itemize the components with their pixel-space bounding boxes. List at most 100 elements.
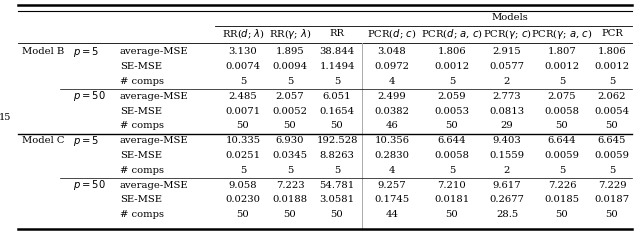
- Text: 3.048: 3.048: [378, 48, 406, 56]
- Text: 3.0581: 3.0581: [319, 195, 355, 205]
- Text: 28.5: 28.5: [496, 210, 518, 219]
- Text: 0.0012: 0.0012: [595, 62, 630, 71]
- Text: 0.0972: 0.0972: [374, 62, 410, 71]
- Text: 5: 5: [559, 166, 565, 175]
- Text: Model B: Model B: [22, 48, 64, 56]
- Text: 0.0012: 0.0012: [545, 62, 580, 71]
- Text: SE-MSE: SE-MSE: [120, 62, 162, 71]
- Text: 0.0181: 0.0181: [435, 195, 470, 205]
- Text: 50: 50: [556, 210, 568, 219]
- Text: 5: 5: [240, 77, 246, 86]
- Text: $p = 5$: $p = 5$: [73, 45, 99, 59]
- Text: 1.895: 1.895: [276, 48, 305, 56]
- Text: 8.8263: 8.8263: [319, 151, 355, 160]
- Text: 0.0058: 0.0058: [435, 151, 470, 160]
- Text: RR: RR: [330, 29, 344, 39]
- Text: 2.059: 2.059: [438, 92, 467, 101]
- Text: 5: 5: [334, 166, 340, 175]
- Text: 6.051: 6.051: [323, 92, 351, 101]
- Text: 5: 5: [334, 77, 340, 86]
- Text: 46: 46: [386, 121, 398, 131]
- Text: 0.0058: 0.0058: [545, 107, 579, 116]
- Text: average-MSE: average-MSE: [120, 48, 189, 56]
- Text: 50: 50: [284, 121, 296, 131]
- Text: 0.0230: 0.0230: [225, 195, 260, 205]
- Text: 4: 4: [388, 77, 396, 86]
- Text: 29: 29: [500, 121, 513, 131]
- Text: 0.1559: 0.1559: [490, 151, 525, 160]
- Text: 7.210: 7.210: [438, 181, 467, 190]
- Text: 1.807: 1.807: [548, 48, 577, 56]
- Text: PCR($d$; $c$): PCR($d$; $c$): [367, 27, 417, 40]
- Text: 6.645: 6.645: [598, 136, 627, 145]
- Text: average-MSE: average-MSE: [120, 136, 189, 145]
- Text: PCR: PCR: [601, 29, 623, 39]
- Text: 7.226: 7.226: [548, 181, 576, 190]
- Text: 50: 50: [556, 121, 568, 131]
- Text: 6.644: 6.644: [548, 136, 576, 145]
- Text: SE-MSE: SE-MSE: [120, 195, 162, 205]
- Text: 0.0074: 0.0074: [225, 62, 260, 71]
- Text: $p = 50$: $p = 50$: [73, 89, 106, 103]
- Text: 7.229: 7.229: [598, 181, 627, 190]
- Text: 5: 5: [609, 166, 615, 175]
- Text: $p = 50$: $p = 50$: [73, 178, 106, 192]
- Text: 9.403: 9.403: [493, 136, 522, 145]
- Text: # comps: # comps: [120, 77, 164, 86]
- Text: 0.2677: 0.2677: [490, 195, 524, 205]
- Text: 0.1745: 0.1745: [374, 195, 410, 205]
- Text: $p = 5$: $p = 5$: [73, 134, 99, 148]
- Text: 5: 5: [449, 166, 455, 175]
- Text: 2: 2: [504, 77, 510, 86]
- Text: 50: 50: [605, 121, 618, 131]
- Text: average-MSE: average-MSE: [120, 181, 189, 190]
- Text: 50: 50: [237, 121, 250, 131]
- Text: 0.0577: 0.0577: [490, 62, 525, 71]
- Text: 10.356: 10.356: [374, 136, 410, 145]
- Text: 50: 50: [445, 210, 458, 219]
- Text: 10.335: 10.335: [225, 136, 260, 145]
- Text: 0.0345: 0.0345: [273, 151, 308, 160]
- Text: 0.0094: 0.0094: [273, 62, 308, 71]
- Text: 1.1494: 1.1494: [319, 62, 355, 71]
- Text: 1.806: 1.806: [598, 48, 627, 56]
- Text: 38.844: 38.844: [319, 48, 355, 56]
- Text: 0.0052: 0.0052: [273, 107, 307, 116]
- Text: 0.0187: 0.0187: [595, 195, 630, 205]
- Text: 6.644: 6.644: [438, 136, 467, 145]
- Text: 0.0251: 0.0251: [225, 151, 260, 160]
- Text: PCR($d$; $a$, $c$): PCR($d$; $a$, $c$): [421, 27, 483, 40]
- Text: Models: Models: [492, 14, 529, 22]
- Text: 9.617: 9.617: [493, 181, 522, 190]
- Text: 9.058: 9.058: [228, 181, 257, 190]
- Text: 5: 5: [240, 166, 246, 175]
- Text: SE-MSE: SE-MSE: [120, 151, 162, 160]
- Text: 50: 50: [331, 210, 344, 219]
- Text: 0.0012: 0.0012: [435, 62, 470, 71]
- Text: 0.1654: 0.1654: [319, 107, 355, 116]
- Text: 50: 50: [237, 210, 250, 219]
- Text: 50: 50: [445, 121, 458, 131]
- Text: 5: 5: [609, 77, 615, 86]
- Text: 44: 44: [385, 210, 399, 219]
- Text: PCR($\gamma$; $c$): PCR($\gamma$; $c$): [483, 27, 531, 41]
- Text: Model C: Model C: [22, 136, 65, 145]
- Text: 192.528: 192.528: [316, 136, 358, 145]
- Text: 0.2830: 0.2830: [374, 151, 410, 160]
- Text: # comps: # comps: [120, 121, 164, 131]
- Text: # comps: # comps: [120, 166, 164, 175]
- Text: 0.0053: 0.0053: [435, 107, 470, 116]
- Text: 2.485: 2.485: [228, 92, 257, 101]
- Text: 50: 50: [331, 121, 344, 131]
- Text: 5: 5: [559, 77, 565, 86]
- Text: 0.0071: 0.0071: [225, 107, 260, 116]
- Text: 2.915: 2.915: [493, 48, 522, 56]
- Text: 0.0059: 0.0059: [595, 151, 630, 160]
- Text: average-MSE: average-MSE: [120, 92, 189, 101]
- Text: RR($\gamma$; $\lambda$): RR($\gamma$; $\lambda$): [269, 27, 311, 41]
- Text: 5: 5: [287, 166, 293, 175]
- Text: 5: 5: [287, 77, 293, 86]
- Text: 0.0059: 0.0059: [545, 151, 579, 160]
- Text: 4: 4: [388, 166, 396, 175]
- Text: SE-MSE: SE-MSE: [120, 107, 162, 116]
